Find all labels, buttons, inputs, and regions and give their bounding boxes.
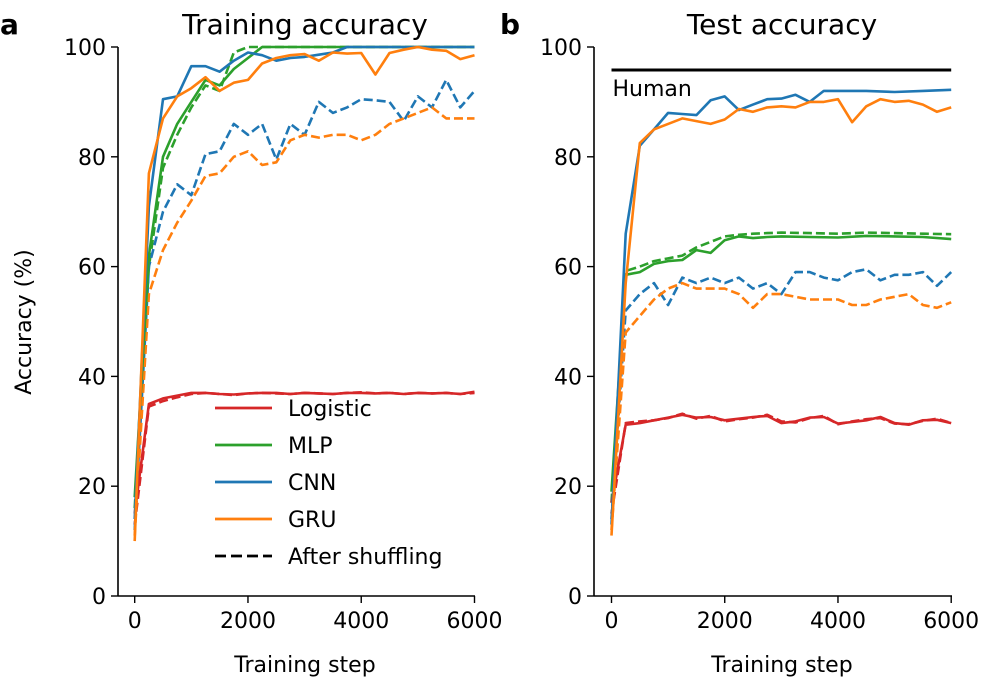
x-tick-label: 2000: [220, 609, 276, 634]
legend-label: Logistic: [288, 397, 372, 422]
y-tick-label: 60: [554, 256, 582, 281]
y-tick-label: 40: [78, 365, 106, 390]
series-line-logistic: [610, 413, 952, 503]
legend-label: After shuffling: [288, 545, 442, 570]
panel-test-accuracy: b Test accuracy Training step 0 20 40 60 80 1…: [500, 8, 979, 678]
x-axis-label-test: Training step: [710, 653, 852, 678]
y-tick-label: 100: [540, 36, 582, 61]
chart-title-test: Test accuracy: [686, 8, 877, 41]
y-tick-label: 20: [554, 475, 582, 500]
series-line-mlp: [610, 234, 952, 492]
series-line-cnn: [133, 45, 475, 520]
series-line-mlp-shuffled: [610, 231, 952, 503]
y-axis-label: Accuracy (%): [12, 249, 37, 395]
series-line-gru-shuffled: [610, 281, 952, 531]
x-tick-label: 2000: [697, 609, 753, 634]
x-tick-label: 0: [128, 609, 142, 634]
x-tick-label: 6000: [447, 609, 503, 634]
y-tick-label: 0: [92, 585, 106, 610]
series-line-gru-shuffled: [133, 106, 475, 536]
y-tick-label: 60: [78, 256, 106, 281]
panel-label-b: b: [500, 8, 520, 41]
y-tick-label: 0: [568, 585, 582, 610]
series-line-logistic: [133, 390, 475, 514]
chart-title-training: Training accuracy: [181, 8, 428, 41]
series-line-mlp: [133, 45, 475, 498]
series-line-cnn-shuffled: [610, 267, 953, 520]
y-tick-label: 100: [64, 36, 106, 61]
series-line-cnn: [610, 88, 952, 525]
x-axis-label-training: Training step: [233, 653, 375, 678]
x-tick-label: 0: [605, 609, 619, 634]
panel-label-a: a: [0, 8, 19, 41]
x-tick-label: 4000: [810, 609, 866, 634]
y-tick-label: 20: [78, 475, 106, 500]
y-tick-label: 80: [78, 146, 106, 171]
plot-area-training: 0 20 40 60 80 100 0 2000 4000 6000: [64, 36, 503, 634]
legend-label: CNN: [288, 471, 336, 496]
series-line-cnn-shuffled: [133, 78, 476, 531]
legend-label: MLP: [288, 434, 333, 459]
human-label: Human: [613, 77, 692, 102]
plot-area-test: 0 20 40 60 80 100 0 2000 4000 6000 Human: [540, 36, 979, 634]
series-line-gru: [133, 45, 475, 542]
legend: Logistic MLP CNN GRU After shuffling: [215, 397, 442, 570]
legend-label: GRU: [288, 508, 336, 533]
series-line-logistic-shuffled: [610, 412, 952, 514]
x-tick-label: 6000: [923, 609, 979, 634]
y-tick-label: 80: [554, 146, 582, 171]
series-line-gru: [610, 97, 952, 536]
panel-training-accuracy: a Training accuracy Accuracy (%) Trainin…: [0, 8, 503, 678]
x-tick-label: 4000: [333, 609, 389, 634]
y-tick-label: 40: [554, 365, 582, 390]
